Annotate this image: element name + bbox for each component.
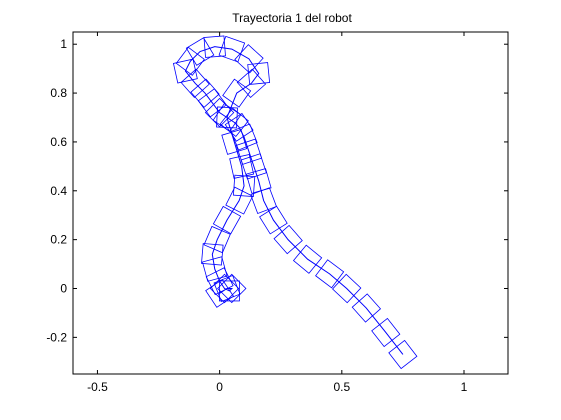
robot-pose-marker bbox=[219, 280, 240, 302]
robot-pose-marker bbox=[235, 138, 263, 165]
series-line bbox=[184, 46, 404, 355]
y-tick-label: -0.2 bbox=[46, 330, 67, 344]
y-axis: -0.2 0 0.2 0.4 0.6 0.8 1 bbox=[46, 37, 508, 344]
y-tick-label: 0.6 bbox=[50, 135, 67, 149]
robot-pose-marker bbox=[351, 293, 382, 323]
y-tick-label: 0.4 bbox=[50, 184, 67, 198]
robot-pose-marker bbox=[245, 168, 272, 194]
plot-frame bbox=[72, 31, 509, 375]
robot-pose-marker bbox=[371, 317, 401, 348]
robot-pose-marker bbox=[234, 44, 264, 74]
robot-pose-marker bbox=[190, 78, 220, 108]
robot-pose-marker bbox=[212, 205, 242, 235]
y-tick-label: 0.2 bbox=[50, 233, 67, 247]
robot-pose-marker bbox=[221, 128, 248, 155]
robot-pose-marker bbox=[236, 68, 267, 98]
robot-pose-marker bbox=[273, 224, 303, 255]
chart-title: Trayectoria 1 del robot bbox=[232, 11, 352, 25]
robot-pose-marker bbox=[217, 273, 247, 304]
robot-pose-marker bbox=[225, 186, 254, 215]
robot-pose-marker bbox=[331, 273, 362, 304]
data-layer bbox=[172, 35, 418, 370]
robot-pose-marker bbox=[212, 103, 242, 132]
robot-pose-marker bbox=[204, 97, 235, 128]
x-tick-label: 1 bbox=[461, 380, 468, 394]
robot-pose-marker bbox=[292, 244, 323, 274]
y-tick-label: 0.8 bbox=[50, 86, 67, 100]
x-axis: -0.5 0 0.5 1 bbox=[87, 32, 468, 394]
robot-pose-marker bbox=[222, 78, 252, 108]
robot-pose-marker bbox=[203, 225, 231, 254]
x-tick-label: 0.5 bbox=[333, 380, 350, 394]
robot-pose-marker bbox=[172, 58, 198, 84]
y-tick-label: 1 bbox=[60, 37, 67, 51]
robot-pose-marker bbox=[259, 205, 288, 235]
robot-pose-marker bbox=[203, 35, 226, 58]
robot-pose-marker bbox=[185, 37, 215, 66]
robot-pose-marker bbox=[205, 279, 235, 308]
robot-pose-marker bbox=[240, 153, 267, 180]
robot-pose-marker bbox=[388, 339, 418, 370]
robot-pose-marker bbox=[216, 106, 238, 129]
robot-pose-marker bbox=[201, 243, 224, 266]
robot-pose-marker bbox=[197, 88, 227, 118]
y-tick-label: 0 bbox=[60, 282, 67, 296]
robot-pose-marker bbox=[175, 46, 205, 76]
x-tick-label: -0.5 bbox=[87, 380, 108, 394]
robot-pose-marker bbox=[230, 123, 258, 151]
x-tick-label: 0 bbox=[216, 380, 223, 394]
robot-pose-marker bbox=[315, 259, 345, 289]
robot-pose-marker bbox=[247, 62, 271, 85]
robot-pose-marker bbox=[180, 68, 210, 98]
robot-pose-marker bbox=[201, 256, 228, 282]
robot-pose-marker bbox=[232, 174, 256, 197]
